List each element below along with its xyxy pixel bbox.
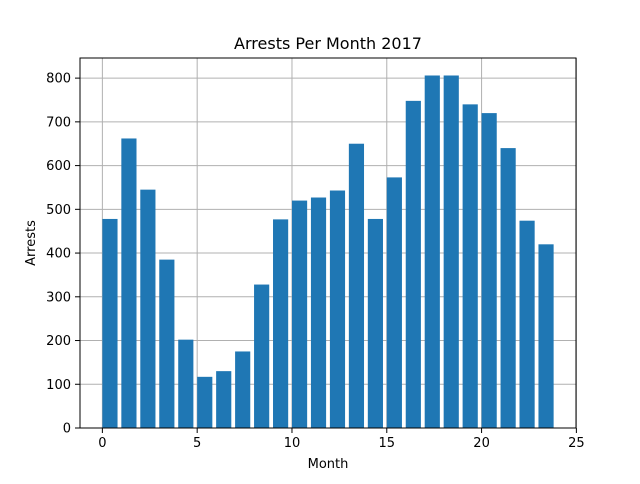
plot-frame xyxy=(79,57,577,429)
bar xyxy=(367,218,383,428)
bar xyxy=(140,189,156,428)
x-tick-label: 15 xyxy=(379,436,396,451)
x-tick-label: 10 xyxy=(284,436,301,451)
y-tick-label: 0 xyxy=(63,422,71,437)
bar xyxy=(443,75,459,429)
bar xyxy=(102,218,118,428)
y-tick-label: 400 xyxy=(46,247,71,262)
y-tick-label: 700 xyxy=(46,115,71,130)
bar xyxy=(310,197,327,428)
x-axis-ticks: 0 5 10 15 20 25 xyxy=(98,428,585,451)
bar xyxy=(121,138,137,428)
y-tick-label: 200 xyxy=(46,334,71,349)
bar xyxy=(348,143,365,428)
bar xyxy=(386,177,402,428)
x-tick-label: 0 xyxy=(98,436,106,451)
bar xyxy=(178,339,194,428)
y-axis-label: Arrests xyxy=(24,220,39,266)
bar xyxy=(538,244,554,428)
bar xyxy=(405,100,421,428)
bar xyxy=(197,376,213,428)
x-tick-label: 20 xyxy=(473,436,490,451)
bar xyxy=(235,351,251,428)
y-axis-ticks: 0 100 200 300 400 500 600 700 800 xyxy=(46,72,80,437)
bar xyxy=(462,104,478,428)
y-tick-label: 300 xyxy=(46,290,71,305)
bar xyxy=(424,75,440,429)
bar xyxy=(519,220,535,428)
y-tick-label: 500 xyxy=(46,203,71,218)
bar xyxy=(291,200,308,428)
x-axis-label: Month xyxy=(308,457,349,472)
chart-title: Arrests Per Month 2017 xyxy=(234,34,422,53)
x-tick-label: 5 xyxy=(193,436,201,451)
bar xyxy=(159,259,175,428)
bar xyxy=(329,190,346,428)
x-tick-label: 25 xyxy=(568,436,585,451)
bars xyxy=(102,75,554,429)
y-tick-label: 100 xyxy=(46,378,71,393)
bar xyxy=(481,113,497,428)
bar xyxy=(216,371,232,428)
bar xyxy=(254,284,270,428)
bar xyxy=(273,219,289,428)
y-tick-label: 600 xyxy=(46,159,71,174)
y-tick-label: 800 xyxy=(46,72,71,87)
bar xyxy=(500,148,516,429)
